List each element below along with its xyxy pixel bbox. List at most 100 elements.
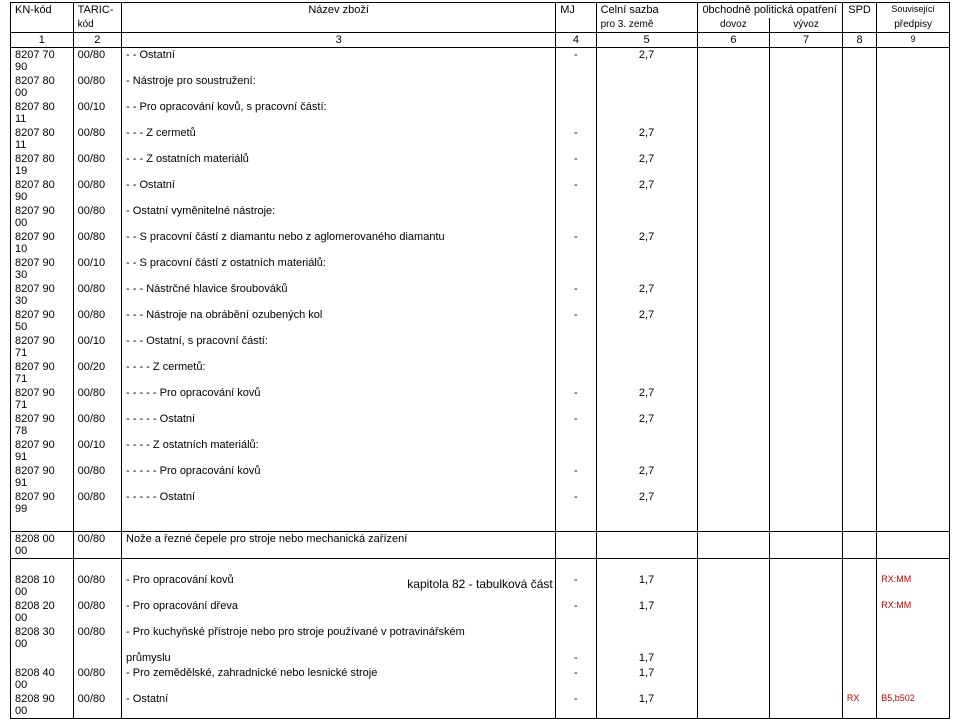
colnum-8: 8 [842,33,876,48]
cell: 8207 90 30 [11,256,74,282]
cell: - [556,178,596,204]
cell: 8207 90 50 [11,308,74,334]
cell [770,531,843,558]
cell: 2,7 [596,386,697,412]
cell [770,692,843,719]
cell [842,282,876,308]
colnum-3: 3 [122,33,556,48]
cell: - - - - - Pro opracování kovů [122,464,556,490]
hdr-souv: Související [877,3,950,18]
cell: - [556,308,596,334]
cell [877,651,950,666]
cell [770,204,843,230]
cell: 8207 90 00 [11,204,74,230]
table-row: 8207 90 9100/10- - - - Z ostatních mater… [11,438,950,464]
cell [596,100,697,126]
cell: - Pro zemědělské, zahradnické nebo lesni… [122,666,556,692]
cell [877,490,950,516]
table-row: 8207 80 1900/80- - - Z ostatních materiá… [11,152,950,178]
table-body: 8207 70 9000/80- - Ostatní-2,78207 80 00… [11,48,950,719]
cell [697,126,770,152]
cell [877,282,950,308]
cell: - - - Z ostatních materiálů [122,152,556,178]
cell: 00/20 [73,360,121,386]
cell: 8207 90 78 [11,412,74,438]
cell: 8207 90 71 [11,386,74,412]
cell: - [556,464,596,490]
cell [556,74,596,100]
table-header: KN-kód TARIC- Název zboží MJ Celní sazba… [11,3,950,48]
cell: 8207 90 91 [11,438,74,464]
cell: - Ostatní vyměnitelné nástroje: [122,204,556,230]
cell: 1,7 [596,692,697,719]
cell: - [556,599,596,625]
cell: 2,7 [596,178,697,204]
cell: 00/80 [73,412,121,438]
cell: 8208 30 00 [11,625,74,651]
cell [697,256,770,282]
cell: 1,7 [596,666,697,692]
cell [697,282,770,308]
cell: 00/10 [73,100,121,126]
cell: - [556,490,596,516]
cell [697,412,770,438]
cell [842,490,876,516]
colnum-4: 4 [556,33,596,48]
cell [770,464,843,490]
cell: 8207 90 71 [11,334,74,360]
cell: - [556,126,596,152]
cell [877,74,950,100]
cell: 00/80 [73,204,121,230]
cell: 8207 80 00 [11,74,74,100]
cell [556,531,596,558]
page-footer: kapitola 82 - tabulková část [0,577,960,591]
cell: 00/80 [73,599,121,625]
cell [770,490,843,516]
cell [770,334,843,360]
cell: 00/80 [73,178,121,204]
cell [697,625,770,651]
cell: 00/80 [73,126,121,152]
cell: 2,7 [596,412,697,438]
cell: 8207 90 99 [11,490,74,516]
cell: 8208 20 00 [11,599,74,625]
cell: - [556,152,596,178]
hdr-spd: SPD [842,3,876,18]
cell: - Nástroje pro soustružení: [122,74,556,100]
cell: - - - - Z ostatních materiálů: [122,438,556,464]
cell: - - Ostatní [122,178,556,204]
cell: 8207 70 90 [11,48,74,75]
cell [842,204,876,230]
cell [770,282,843,308]
cell [877,438,950,464]
cell [697,74,770,100]
table-row: 8207 90 9100/80- - - - - Pro opracování … [11,464,950,490]
table-row: 8208 20 0000/80- Pro opracování dřeva-1,… [11,599,950,625]
cell [697,599,770,625]
cell: - [556,386,596,412]
cell [556,625,596,651]
cell [697,651,770,666]
cell: - - - - Z cermetů: [122,360,556,386]
cell [556,256,596,282]
cell: 00/80 [73,152,121,178]
cell [842,464,876,490]
cell: 00/80 [73,531,121,558]
cell: 2,7 [596,230,697,256]
cell: 8208 90 00 [11,692,74,719]
cell [842,100,876,126]
cell: 2,7 [596,308,697,334]
cell: 00/80 [73,692,121,719]
cell [877,464,950,490]
table-row-blank [11,516,950,531]
hdr-zeme: pro 3. země [596,18,697,33]
cell: RX [842,692,876,719]
cell [596,438,697,464]
cell: 2,7 [596,152,697,178]
cell [842,625,876,651]
colnum-5: 5 [596,33,697,48]
table-row: 8207 90 7800/80- - - - - Ostatní-2,7 [11,412,950,438]
table-row: 8207 90 7100/10- - - Ostatní, s pracovní… [11,334,950,360]
cell [596,74,697,100]
cell: - - - - - Ostatní [122,412,556,438]
